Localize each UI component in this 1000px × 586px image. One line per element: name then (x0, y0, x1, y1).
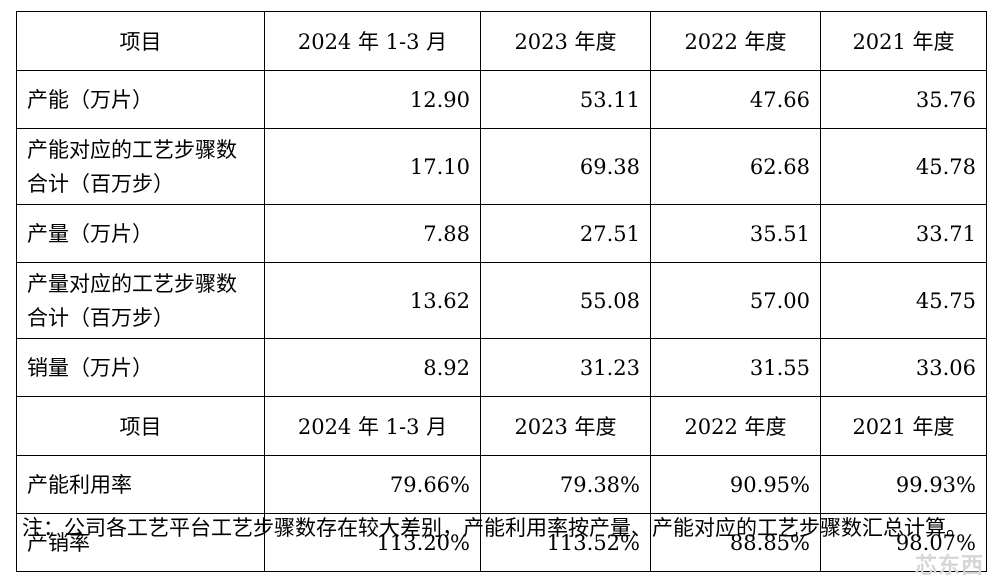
table-row: 产能（万片） 12.90 53.11 47.66 35.76 (16, 70, 987, 129)
subheader-2021: 2021 年度 (820, 396, 987, 456)
cell-value: 79.38% (480, 455, 651, 514)
cell-value: 45.78 (820, 128, 987, 205)
cell-value: 69.38 (480, 128, 651, 205)
subheader-2022: 2022 年度 (650, 396, 821, 456)
cell-value: 7.88 (264, 204, 481, 263)
row-label: 产量对应的工艺步骤数合计（百万步） (16, 262, 265, 339)
cell-value: 8.92 (264, 338, 481, 397)
header-item: 项目 (16, 11, 265, 71)
cell-value: 99.93% (820, 455, 987, 514)
table-row: 产能对应的工艺步骤数合计（百万步） 17.10 69.38 62.68 45.7… (16, 128, 987, 205)
cell-value: 90.95% (650, 455, 821, 514)
watermark-logo: 芯东西 (914, 554, 984, 579)
cell-value: 47.66 (650, 70, 821, 129)
row-label: 产能对应的工艺步骤数合计（百万步） (16, 128, 265, 205)
cell-value: 31.23 (480, 338, 651, 397)
cell-value: 79.66% (264, 455, 481, 514)
subheader-2024q1: 2024 年 1-3 月 (264, 396, 481, 456)
table-row: 产量（万片） 7.88 27.51 35.51 33.71 (16, 204, 987, 263)
header-2024q1: 2024 年 1-3 月 (264, 11, 481, 71)
cell-value: 13.62 (264, 262, 481, 339)
cell-value: 53.11 (480, 70, 651, 129)
cell-value: 33.71 (820, 204, 987, 263)
table-row: 销量（万片） 8.92 31.23 31.55 33.06 (16, 338, 987, 397)
table-subheader-row: 项目 2024 年 1-3 月 2023 年度 2022 年度 2021 年度 (16, 396, 987, 456)
row-label: 产能（万片） (16, 70, 265, 129)
row-label: 产能利用率 (16, 455, 265, 514)
cell-value: 12.90 (264, 70, 481, 129)
header-2023: 2023 年度 (480, 11, 651, 71)
row-label: 产量（万片） (16, 204, 265, 263)
cell-value: 88.85% (650, 513, 821, 572)
table-row: 产量对应的工艺步骤数合计（百万步） 13.62 55.08 57.00 45.7… (16, 262, 987, 339)
cell-value: 45.75 (820, 262, 987, 339)
cell-value: 62.68 (650, 128, 821, 205)
cell-value: 55.08 (480, 262, 651, 339)
cell-value: 27.51 (480, 204, 651, 263)
cell-value: 57.00 (650, 262, 821, 339)
header-2022: 2022 年度 (650, 11, 821, 71)
cell-value: 113.52% (480, 513, 651, 572)
cell-value: 35.76 (820, 70, 987, 129)
production-capacity-table: 项目 2024 年 1-3 月 2023 年度 2022 年度 2021 年度 … (16, 11, 987, 572)
cell-value: 33.06 (820, 338, 987, 397)
cell-value: 31.55 (650, 338, 821, 397)
cell-value: 113.20% (264, 513, 481, 572)
cell-value: 17.10 (264, 128, 481, 205)
row-label: 销量（万片） (16, 338, 265, 397)
header-2021: 2021 年度 (820, 11, 987, 71)
row-label: 产销率 (16, 513, 265, 572)
table-row: 产能利用率 79.66% 79.38% 90.95% 99.93% (16, 455, 987, 514)
cell-value: 35.51 (650, 204, 821, 263)
table-footnote: 注：公司各工艺平台工艺步骤数存在较大差别，产能利用率按产量、产能对应的工艺步骤数… (22, 516, 967, 540)
table-row: 产销率 113.20% 113.52% 88.85% 98.07% (16, 513, 987, 572)
subheader-item: 项目 (16, 396, 265, 456)
table-header-row: 项目 2024 年 1-3 月 2023 年度 2022 年度 2021 年度 (16, 11, 987, 71)
subheader-2023: 2023 年度 (480, 396, 651, 456)
cell-value: 98.07% (820, 513, 987, 572)
